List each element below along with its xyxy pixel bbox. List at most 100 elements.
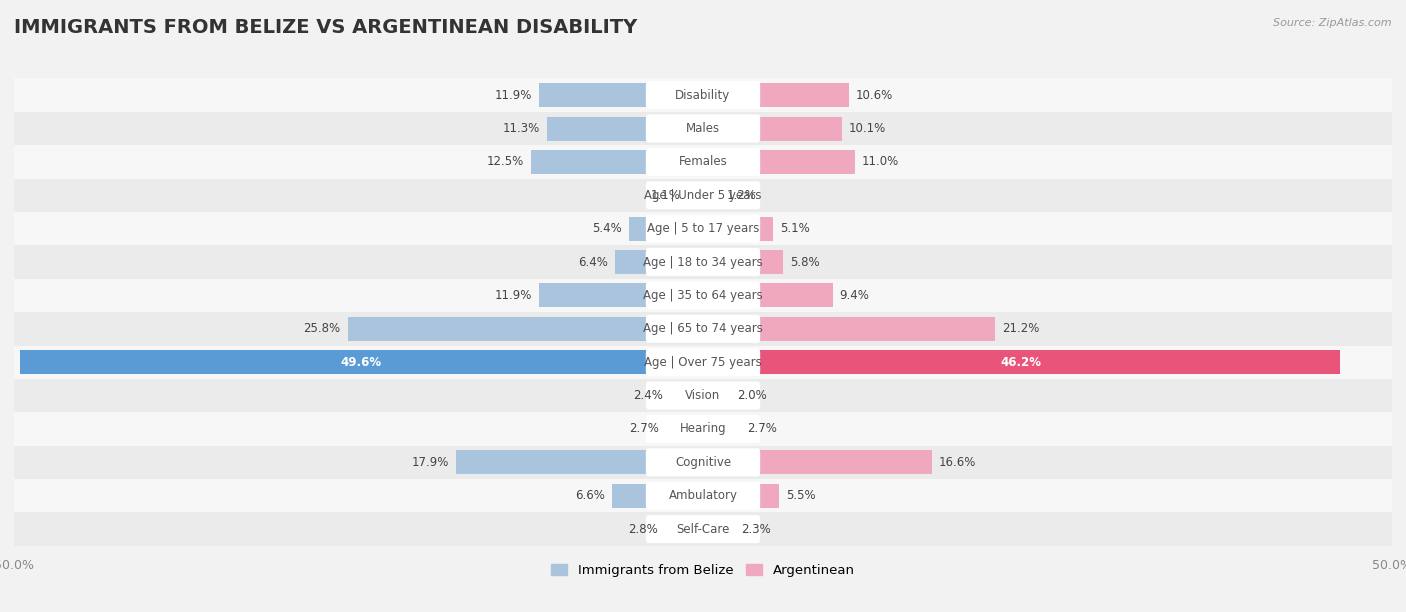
Text: 2.0%: 2.0% (738, 389, 768, 402)
Bar (703, 517, 735, 541)
Text: Age | 18 to 34 years: Age | 18 to 34 years (643, 256, 763, 269)
Text: Age | 35 to 64 years: Age | 35 to 64 years (643, 289, 763, 302)
Text: 46.2%: 46.2% (1001, 356, 1042, 368)
FancyBboxPatch shape (645, 81, 761, 109)
Bar (14, 112, 1392, 145)
Text: 5.1%: 5.1% (780, 222, 810, 235)
FancyBboxPatch shape (645, 415, 761, 443)
Bar (14, 512, 1392, 546)
Text: 2.8%: 2.8% (628, 523, 658, 536)
FancyBboxPatch shape (645, 282, 761, 310)
Text: 6.4%: 6.4% (578, 256, 607, 269)
FancyBboxPatch shape (645, 482, 761, 510)
Legend: Immigrants from Belize, Argentinean: Immigrants from Belize, Argentinean (546, 559, 860, 583)
Text: 5.8%: 5.8% (790, 256, 820, 269)
Bar (538, 283, 703, 307)
FancyBboxPatch shape (645, 248, 761, 276)
Bar (703, 350, 1340, 374)
Text: 11.3%: 11.3% (503, 122, 540, 135)
Text: 1.2%: 1.2% (727, 188, 756, 202)
Bar (612, 483, 703, 508)
Text: 5.5%: 5.5% (786, 489, 815, 502)
Bar (20, 350, 703, 374)
Bar (703, 183, 720, 207)
Text: 2.7%: 2.7% (747, 422, 778, 436)
FancyBboxPatch shape (645, 215, 761, 243)
Bar (665, 517, 703, 541)
Bar (14, 212, 1392, 245)
Text: 6.6%: 6.6% (575, 489, 605, 502)
Bar (14, 78, 1392, 112)
Bar (628, 217, 703, 241)
FancyBboxPatch shape (645, 515, 761, 543)
Text: 5.4%: 5.4% (592, 222, 621, 235)
Text: 10.6%: 10.6% (856, 89, 893, 102)
Text: Cognitive: Cognitive (675, 456, 731, 469)
Bar (14, 245, 1392, 278)
Bar (531, 150, 703, 174)
Bar (347, 317, 703, 341)
Text: Males: Males (686, 122, 720, 135)
Bar (703, 217, 773, 241)
FancyBboxPatch shape (645, 315, 761, 343)
Text: 2.7%: 2.7% (628, 422, 659, 436)
Text: Age | Under 5 years: Age | Under 5 years (644, 188, 762, 202)
Bar (703, 483, 779, 508)
Bar (703, 450, 932, 474)
Text: Ambulatory: Ambulatory (668, 489, 738, 502)
FancyBboxPatch shape (645, 114, 761, 143)
FancyBboxPatch shape (645, 348, 761, 376)
Text: Source: ZipAtlas.com: Source: ZipAtlas.com (1274, 18, 1392, 28)
Bar (614, 250, 703, 274)
Bar (457, 450, 703, 474)
Text: Age | 65 to 74 years: Age | 65 to 74 years (643, 323, 763, 335)
Bar (703, 83, 849, 107)
Text: Hearing: Hearing (679, 422, 727, 436)
Bar (14, 412, 1392, 446)
Bar (703, 116, 842, 141)
Text: 25.8%: 25.8% (304, 323, 340, 335)
Text: 10.1%: 10.1% (849, 122, 886, 135)
Text: 9.4%: 9.4% (839, 289, 869, 302)
Bar (703, 417, 740, 441)
FancyBboxPatch shape (645, 181, 761, 209)
Text: Self-Care: Self-Care (676, 523, 730, 536)
Text: 16.6%: 16.6% (939, 456, 976, 469)
FancyBboxPatch shape (645, 449, 761, 476)
Bar (14, 446, 1392, 479)
Text: 11.9%: 11.9% (495, 89, 531, 102)
Bar (669, 384, 703, 408)
Bar (703, 283, 832, 307)
Text: Disability: Disability (675, 89, 731, 102)
Text: Females: Females (679, 155, 727, 168)
Text: 11.0%: 11.0% (862, 155, 898, 168)
Bar (14, 145, 1392, 179)
Bar (703, 250, 783, 274)
Bar (14, 379, 1392, 412)
Bar (14, 346, 1392, 379)
Text: Age | 5 to 17 years: Age | 5 to 17 years (647, 222, 759, 235)
Bar (703, 384, 731, 408)
Text: 11.9%: 11.9% (495, 289, 531, 302)
FancyBboxPatch shape (645, 148, 761, 176)
Text: 12.5%: 12.5% (486, 155, 524, 168)
Text: Vision: Vision (685, 389, 721, 402)
Text: 1.1%: 1.1% (651, 188, 681, 202)
Bar (666, 417, 703, 441)
Text: 2.4%: 2.4% (633, 389, 664, 402)
Bar (14, 179, 1392, 212)
Bar (688, 183, 703, 207)
FancyBboxPatch shape (645, 381, 761, 409)
Bar (14, 278, 1392, 312)
Bar (14, 479, 1392, 512)
Text: 17.9%: 17.9% (412, 456, 450, 469)
Text: 49.6%: 49.6% (340, 356, 382, 368)
Text: 2.3%: 2.3% (741, 523, 772, 536)
Text: 21.2%: 21.2% (1002, 323, 1039, 335)
Bar (538, 83, 703, 107)
Text: Age | Over 75 years: Age | Over 75 years (644, 356, 762, 368)
Text: IMMIGRANTS FROM BELIZE VS ARGENTINEAN DISABILITY: IMMIGRANTS FROM BELIZE VS ARGENTINEAN DI… (14, 18, 637, 37)
Bar (547, 116, 703, 141)
Bar (703, 317, 995, 341)
Bar (703, 150, 855, 174)
